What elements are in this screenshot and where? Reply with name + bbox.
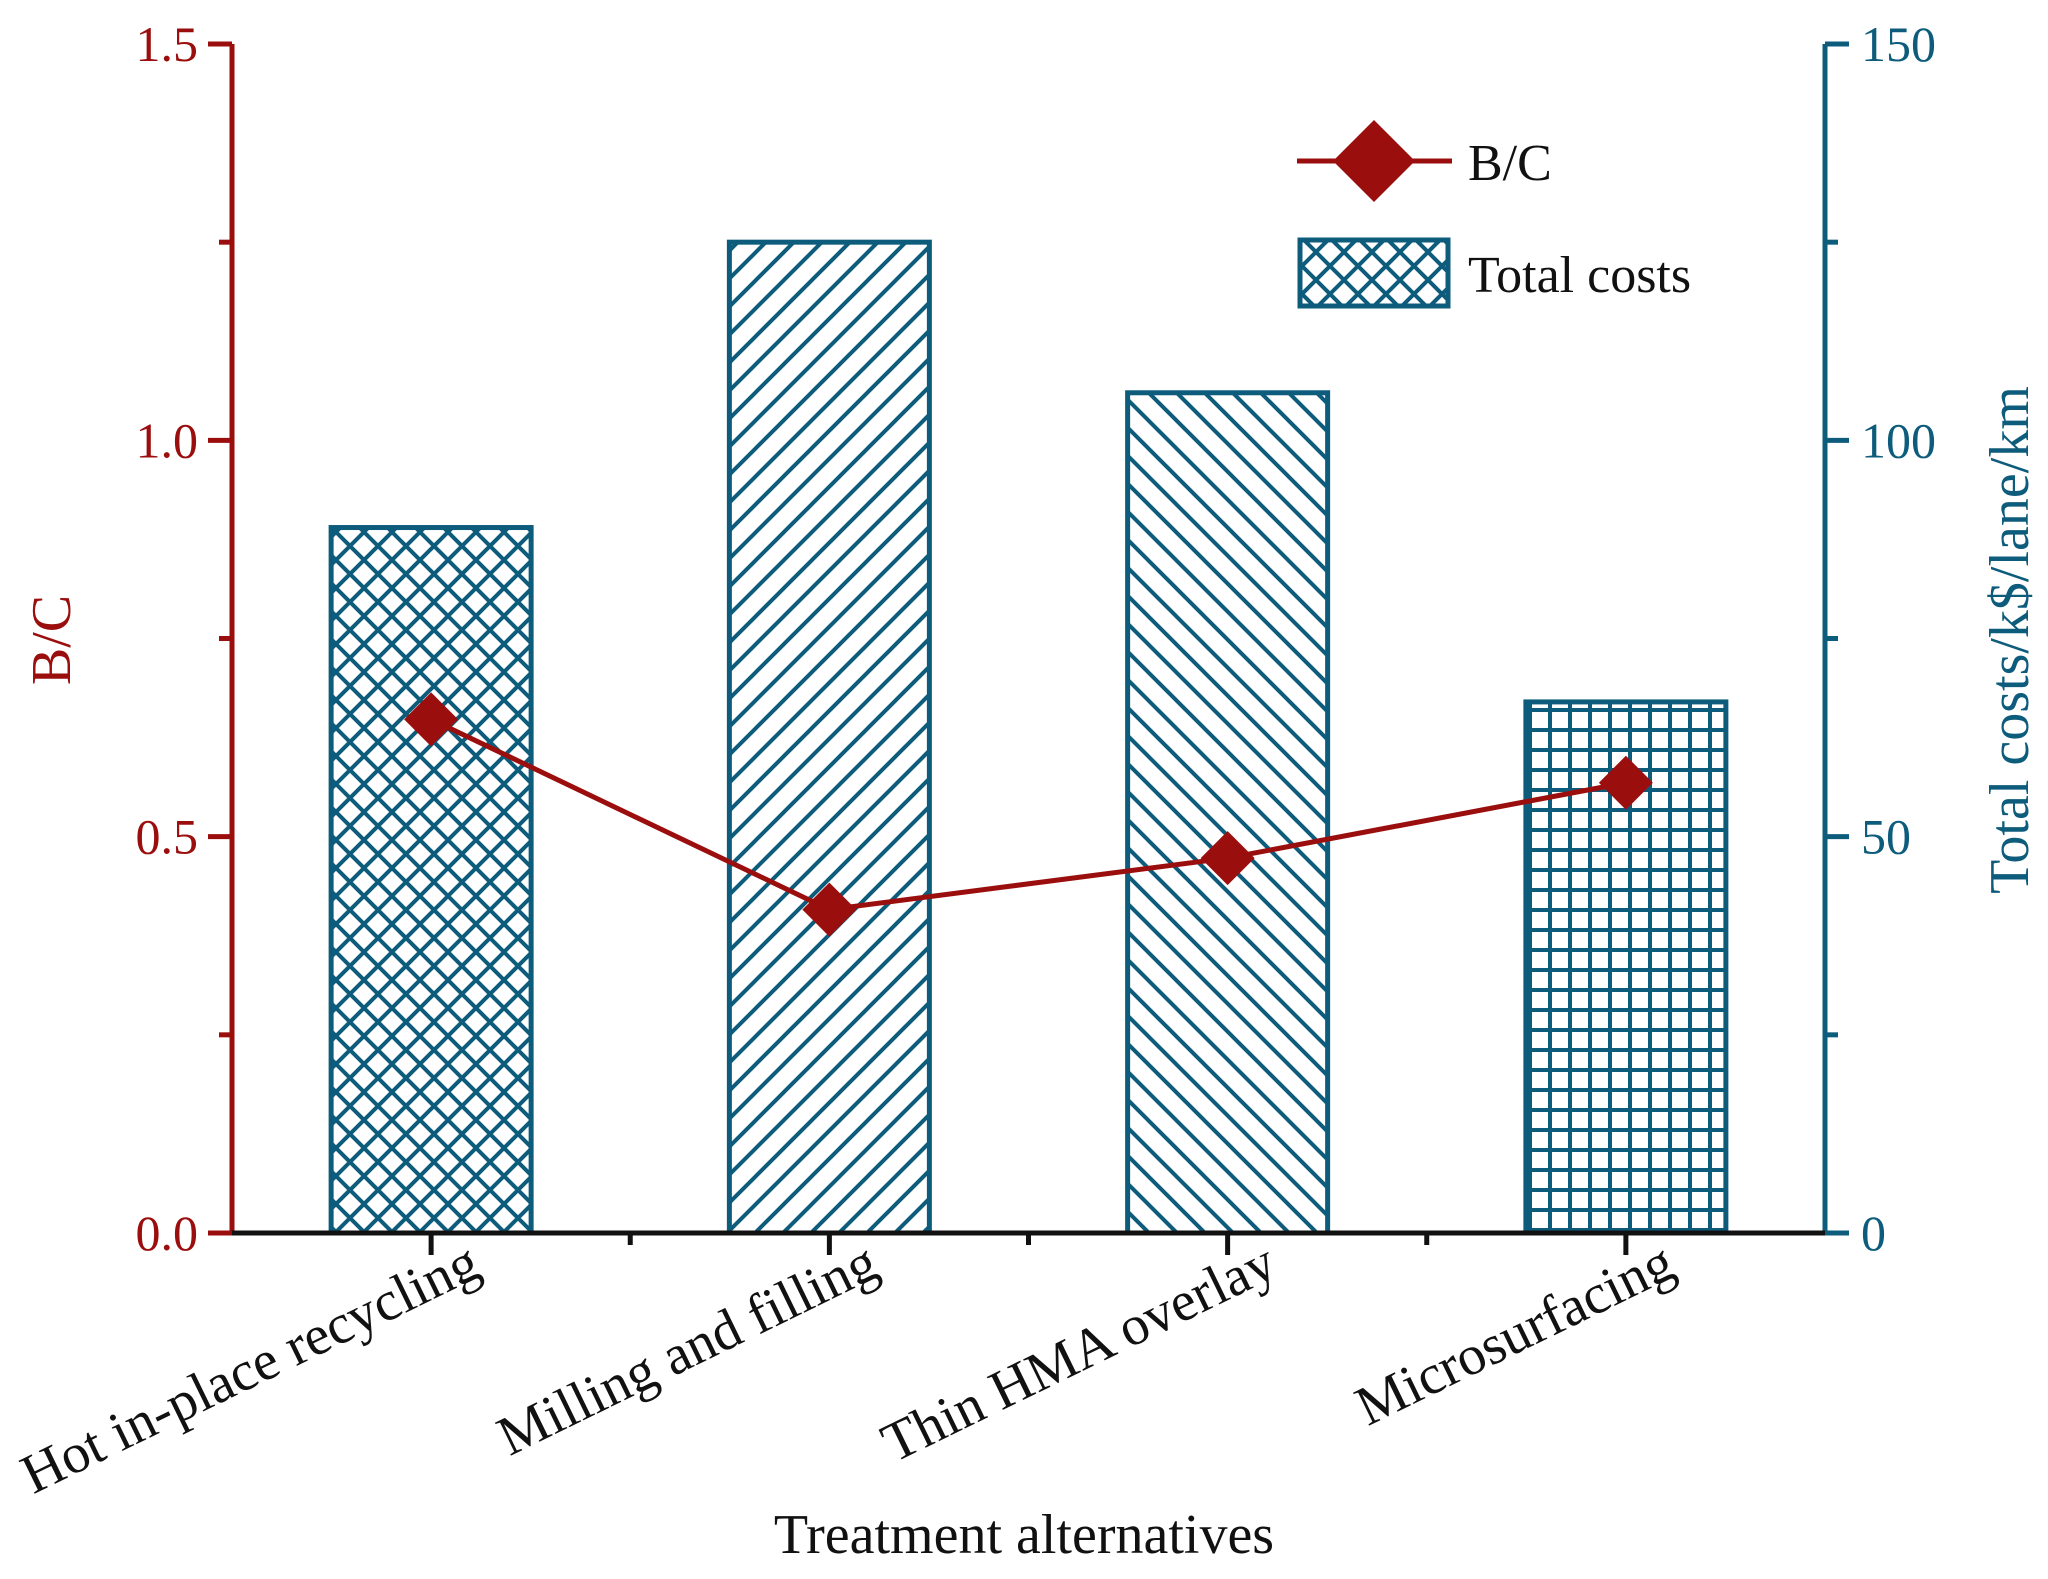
legend-cost-swatch (1297, 237, 1451, 309)
left-tick-label: 1.0 (136, 412, 199, 468)
legend-bc-diamond-icon (1332, 119, 1416, 203)
x-axis-title: Treatment alternatives (774, 1504, 1274, 1566)
x-category-label: Milling and filling (488, 1231, 887, 1468)
cost-bar (726, 239, 932, 1236)
bc-diamond-marker (404, 692, 459, 747)
bc-diamond-marker (1598, 755, 1653, 810)
legend-bc-label: B/C (1468, 135, 1552, 192)
right-tick-label: 50 (1861, 809, 1911, 865)
legend-cost-label: Total costs (1468, 247, 1691, 304)
cost-bar (1125, 390, 1331, 1236)
x-category-label: Hot in-place recycling (12, 1231, 489, 1506)
left-tick-label: 0.0 (136, 1205, 199, 1261)
cost-bars (328, 239, 1729, 1236)
cost-bar (328, 525, 534, 1236)
bc-diamond-marker (802, 882, 857, 937)
left-axis-title: B/C (21, 595, 83, 685)
left-tick-label: 1.5 (136, 16, 199, 72)
bc-line-series (404, 692, 1653, 937)
right-axis-title: Total costs/k$/lane/km (1979, 386, 2041, 894)
left-tick-label: 0.5 (136, 809, 199, 865)
x-category-label: Thin HMA overlay (872, 1231, 1285, 1475)
bc-line (430, 717, 1627, 913)
x-category-label: Microsurfacing (1346, 1231, 1683, 1438)
right-tick-label: 100 (1861, 412, 1936, 468)
legend: B/C Total costs (1297, 119, 1691, 309)
right-tick-label: 150 (1861, 16, 1936, 72)
bc-diamond-marker (1200, 831, 1255, 886)
right-tick-label: 0 (1861, 1205, 1886, 1261)
